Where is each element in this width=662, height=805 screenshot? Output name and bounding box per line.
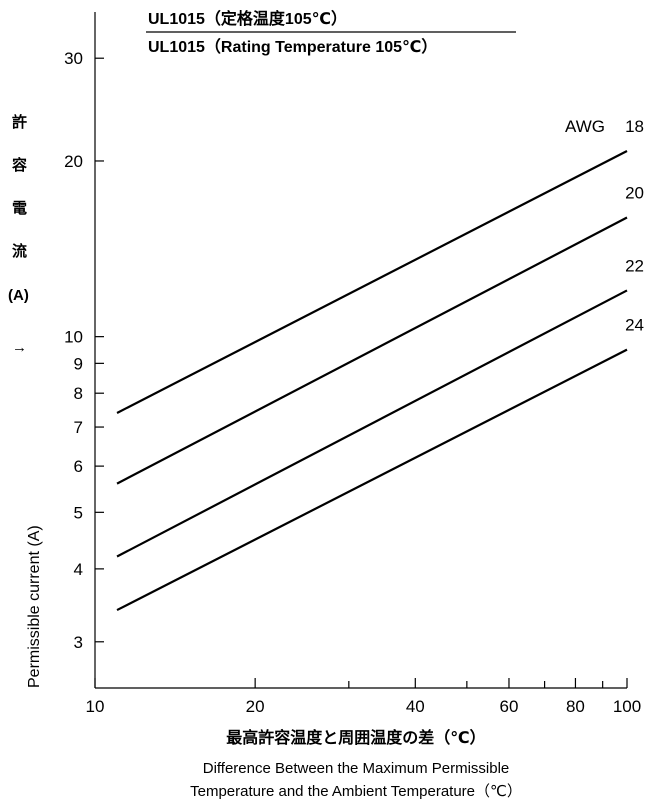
y-label-jp-1: 許 [12, 113, 27, 131]
y-tick-label: 3 [74, 633, 83, 652]
y-label-en: Permissible current (A) [26, 525, 43, 688]
x-tick-label: 40 [406, 697, 425, 716]
x-tick-label: 10 [86, 697, 105, 716]
x-tick-label: 100 [613, 697, 641, 716]
series-line-awg-24 [116, 348, 628, 612]
y-label-jp-5: (A) [8, 287, 29, 304]
series-layer: 18 AWG 20 22 24 [116, 117, 644, 612]
legend-prefix: AWG [565, 117, 605, 136]
x-label-en-line1: Difference Between the Maximum Permissib… [203, 760, 510, 777]
series-line-awg-20 [116, 216, 628, 485]
y-axis: 3 4 5 6 7 8 9 10 20 30 [64, 49, 104, 652]
chart-title: UL1015（定格温度105℃） [148, 9, 347, 28]
y-tick-label: 8 [74, 384, 83, 403]
y-tick-label: 20 [64, 152, 83, 171]
plot-frame [94, 12, 627, 689]
y-tick-label: 4 [74, 560, 83, 579]
series-line-awg-22 [116, 289, 628, 558]
y-label-jp-3: 電 [12, 200, 27, 217]
x-tick-label: 80 [566, 697, 585, 716]
y-tick-label: 9 [74, 354, 83, 373]
x-label-jp: 最高許容温度と周囲温度の差（℃） [226, 728, 485, 747]
series-label-awg-22: 22 [625, 256, 644, 275]
y-tick-label: 7 [74, 418, 83, 437]
y-label-jp-4: 流 [12, 242, 27, 260]
series-line-awg-18 [116, 150, 628, 414]
y-label-jp-2: 容 [11, 156, 27, 174]
y-tick-label: 10 [64, 328, 83, 347]
y-tick-label: 5 [74, 503, 83, 522]
y-tick-label: 30 [64, 49, 83, 68]
series-label-awg-18: 18 [625, 117, 644, 136]
series-label-awg-24: 24 [625, 316, 644, 335]
series-label-awg-20: 20 [625, 184, 644, 203]
y-label-arrow: → [12, 339, 27, 356]
x-axis: 10 20 40 60 80 100 [86, 678, 641, 716]
x-label-en-line2: Temperature and the Ambient Temperature（… [190, 783, 522, 800]
y-tick-label: 6 [74, 457, 83, 476]
x-tick-label: 60 [500, 697, 519, 716]
chart-subtitle: UL1015（Rating Temperature 105℃） [148, 38, 437, 56]
x-tick-label: 20 [246, 697, 265, 716]
